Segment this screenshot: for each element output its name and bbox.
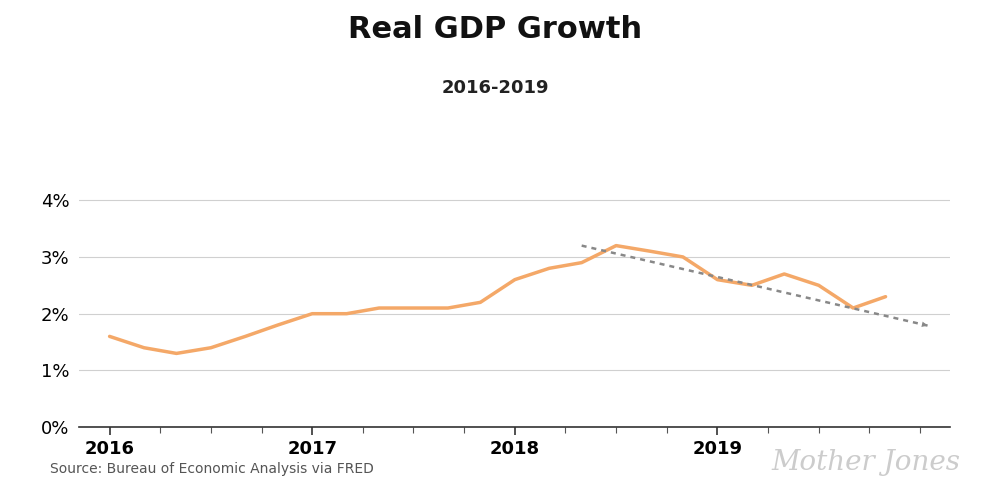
Text: Source: Bureau of Economic Analysis via FRED: Source: Bureau of Economic Analysis via … — [50, 462, 373, 476]
Text: Mother Jones: Mother Jones — [771, 449, 960, 476]
Text: Real GDP Growth: Real GDP Growth — [347, 15, 643, 44]
Text: 2016-2019: 2016-2019 — [442, 79, 548, 97]
